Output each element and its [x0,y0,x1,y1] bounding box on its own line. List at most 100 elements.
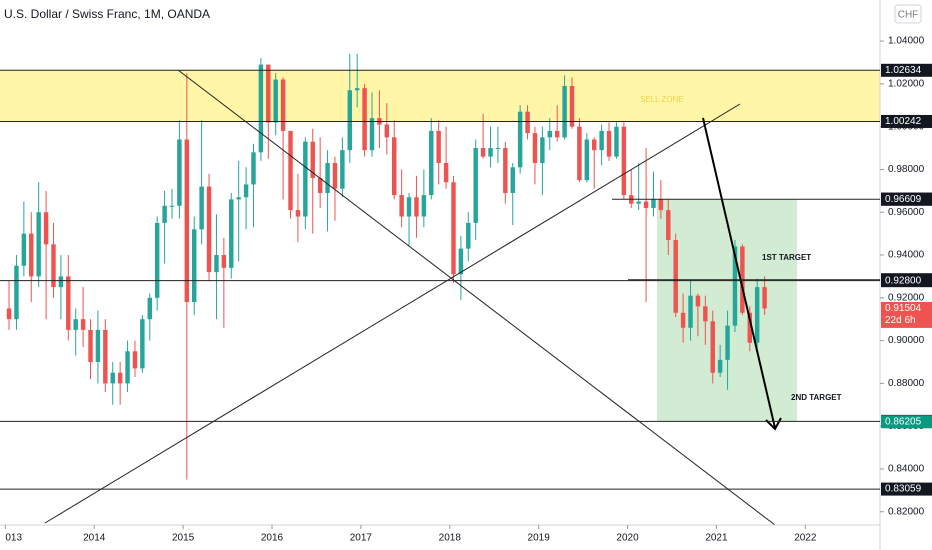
candle-body [29,233,34,277]
candle-body [332,163,338,189]
candle-body [584,139,590,181]
candle-body [651,199,656,208]
price-tag-label: 1.02634 [885,65,922,76]
candle-body [414,197,419,217]
candle-body [421,195,427,217]
target-arrow [702,117,776,429]
candle-body [162,205,167,223]
candle-body [273,79,278,123]
candle-body [569,86,575,127]
y-tick-label: 0.88000 [888,378,925,389]
candle-body [599,130,604,151]
candle-body [325,163,330,193]
currency-button[interactable] [894,4,922,24]
x-tick-label: 2020 [616,533,639,544]
price-tag [881,482,932,496]
candle-body [680,312,686,328]
candle-body [643,201,649,208]
y-tick-label: 0.84000 [888,464,925,475]
candle-body [725,325,730,360]
x-tick-label: 013 [5,533,22,544]
candle-body [732,246,738,326]
candle-body [636,201,641,204]
candle-body [214,255,219,273]
candle-body [21,233,27,266]
candle-body [251,152,256,185]
candle-body [147,297,152,320]
candle-body [621,126,627,196]
candle-body [317,177,323,193]
candle-body [236,197,241,200]
candle-body [517,111,523,168]
candle-body [384,124,390,138]
candle-body [295,210,301,217]
candle-body [229,199,234,268]
candle-body [392,137,397,196]
candle-body [495,148,501,150]
candle-body [266,64,271,123]
price-tag [881,301,932,328]
candle-body [614,126,619,157]
candle-body [95,329,101,362]
annotation: 2ND TARGET [791,393,842,402]
trend-line [44,103,741,524]
candle-body [503,148,508,193]
candle-body [280,79,286,131]
price-tag-label: 0.92800 [885,275,922,286]
candle-body [243,184,249,198]
candle-body [510,167,515,193]
candle-body [184,139,190,303]
candle-body [525,111,530,134]
y-tick-label: 0.98000 [888,164,925,175]
candle-body [340,150,345,189]
chart-title: U.S. Dollar / Swiss Franc, 1M, OANDA [4,7,210,21]
candle-body [488,148,493,157]
candle-body [132,351,138,369]
price-tag [881,415,932,429]
candle-body [362,88,367,151]
candle-body [140,319,145,369]
candle-body [369,118,375,151]
candle-body [532,133,538,164]
candle-body [192,229,197,303]
candle-body [547,130,552,138]
countdown: 22d 6h [885,315,916,326]
candle-body [303,141,308,217]
y-tick-label: 0.94000 [888,250,925,261]
y-tick-label: 0.92000 [888,292,925,303]
candle-body [80,319,86,330]
candle-body [58,276,64,288]
price-tag-label: 0.96609 [885,194,922,205]
candle-body [154,222,160,298]
y-tick-label: 1.02000 [888,79,925,90]
candle-body [206,186,212,273]
candle-body [592,139,597,151]
y-tick-label: 0.96000 [888,207,925,218]
x-tick-label: 2017 [350,533,373,544]
candle-body [577,126,582,181]
price-tag-label: 0.83059 [885,484,922,495]
candle-body [658,199,664,211]
x-tick-label: 2014 [83,533,106,544]
currency-label: CHF [898,10,919,21]
candle-body [347,90,352,151]
target-zone [657,199,797,422]
price-tag-label: 0.91504 [885,303,922,314]
candle-body [717,359,723,373]
sell-zone [0,70,880,122]
x-tick-label: 2016 [261,533,284,544]
price-tag [881,114,932,128]
candle-body [747,312,752,343]
candle-body [288,130,293,211]
candle-body [540,137,545,164]
price-tag-label: 0.86205 [885,416,922,427]
candle-body [473,148,478,223]
price-tag [881,274,932,288]
price-tag [881,192,932,206]
y-tick-label: 1.04000 [888,36,925,47]
candle-body [695,295,701,307]
candle-body [688,295,693,328]
candle-body [429,130,434,196]
x-tick-label: 2015 [172,533,195,544]
